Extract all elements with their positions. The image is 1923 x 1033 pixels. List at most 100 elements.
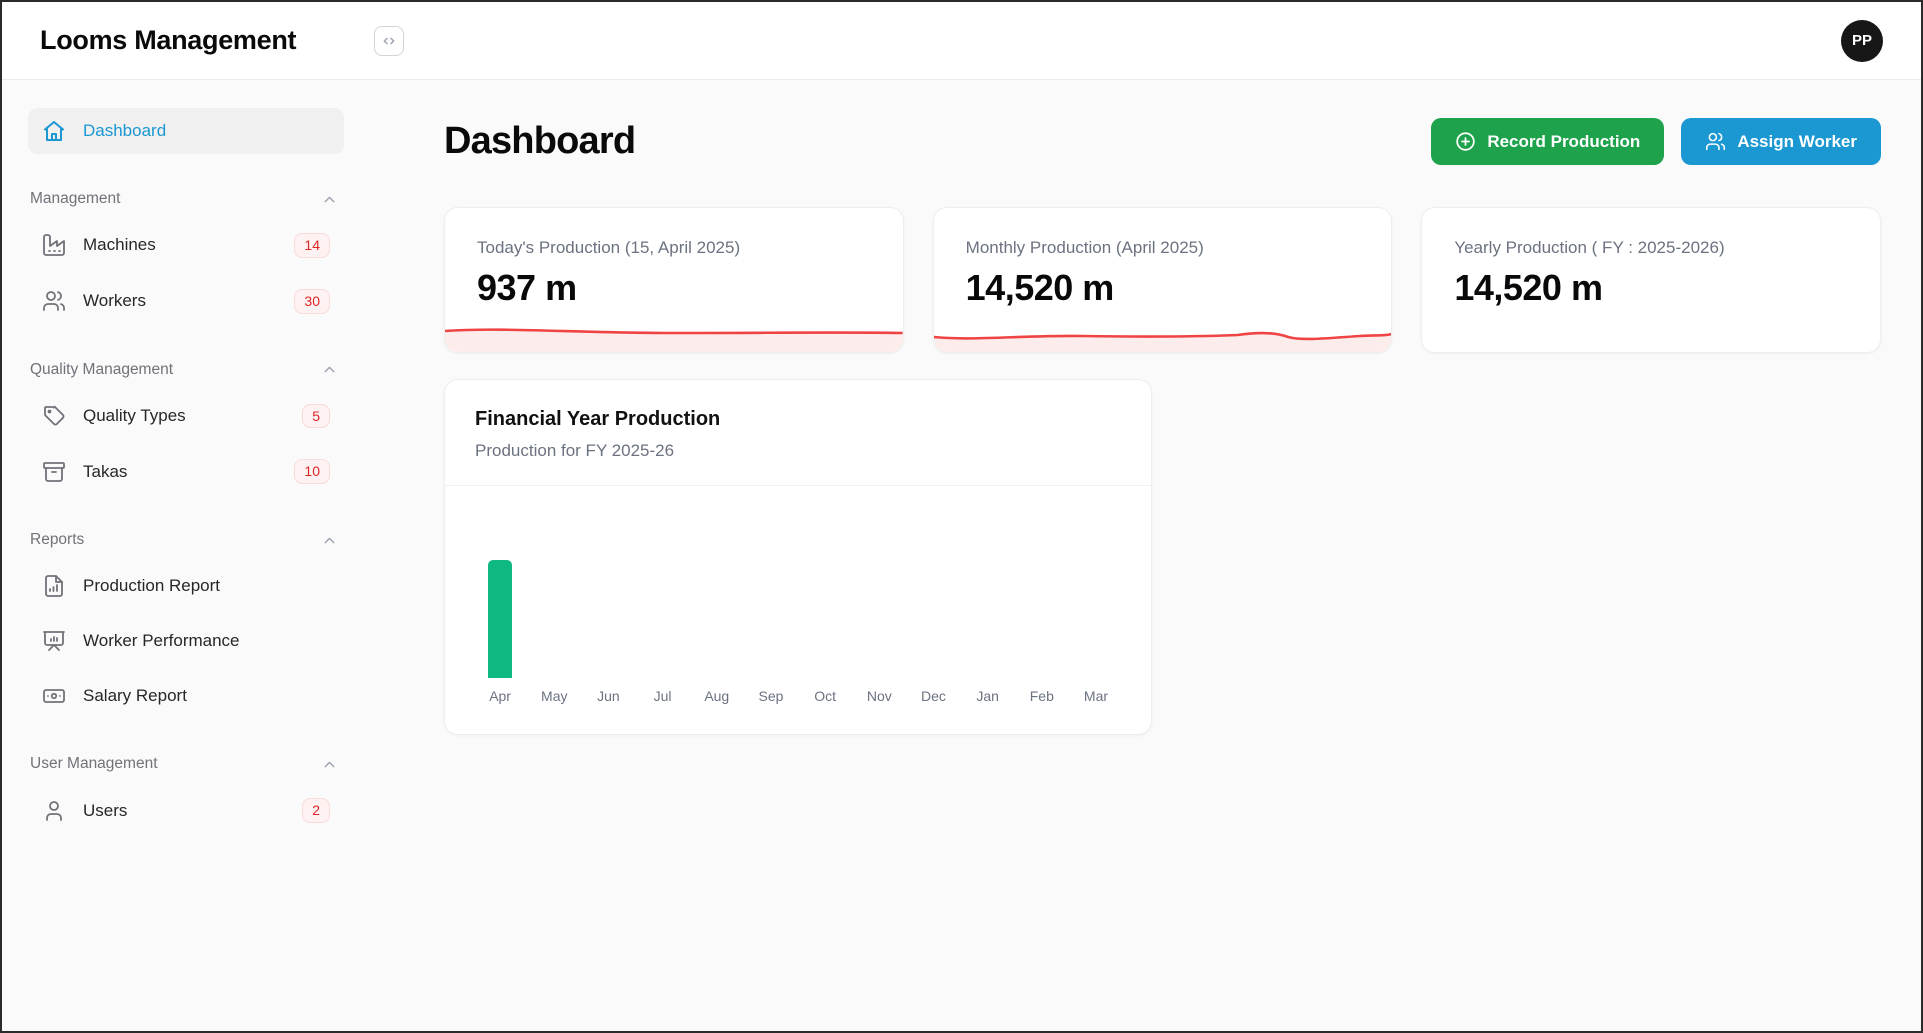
x-tick-label-may: May (541, 688, 568, 704)
sidebar-section-quality-management: Quality Management Quality Types 5 Takas 10 (28, 361, 344, 496)
file-chart-icon (42, 574, 66, 598)
count-badge: 2 (302, 798, 330, 823)
sidebar-item-label: Worker Performance (83, 631, 240, 651)
record-production-button[interactable]: Record Production (1431, 118, 1665, 165)
stat-card-label: Yearly Production ( FY : 2025-2026) (1454, 238, 1725, 257)
sidebar-item-label: Takas (83, 461, 128, 481)
sidebar-item-machines[interactable]: Machines 14 (28, 222, 344, 269)
bar-column-apr (473, 516, 527, 678)
bar-column-sep (744, 516, 798, 678)
count-badge: 5 (302, 403, 330, 429)
sidebar-item-dashboard[interactable]: Dashboard (28, 108, 344, 154)
plus-circle-icon (1455, 131, 1476, 152)
x-tick-label-apr: Apr (489, 688, 511, 704)
count-badge: 14 (294, 233, 330, 258)
sparkline-chart (933, 324, 1392, 352)
body-row: Dashboard Management Machines 14 Workers 30 Q… (2, 80, 1921, 1031)
main-content: Dashboard Record Production Assign Worker… (370, 80, 1921, 1031)
chart-subtitle: Production for FY 2025-26 (475, 441, 675, 460)
bar-apr[interactable] (488, 560, 513, 678)
factory-icon (42, 233, 66, 257)
page-title: Dashboard (444, 120, 636, 162)
stat-card-value: 937 m (477, 267, 577, 308)
bar-column-aug (690, 516, 744, 678)
x-tick-label-mar: Mar (1083, 688, 1109, 704)
bar-column-mar (1069, 516, 1123, 678)
chevron-up-icon (321, 361, 338, 378)
bar-column-feb (1015, 516, 1069, 678)
chart-card-header: Financial Year Production Production for… (445, 380, 1151, 486)
section-label: Management (30, 190, 121, 207)
top-header: Looms Management PP (2, 2, 1921, 80)
presentation-icon (42, 629, 66, 653)
page-head: Dashboard Record Production Assign Worker (444, 118, 1881, 165)
x-tick-label-dec: Dec (921, 688, 946, 704)
x-tick-label-jun: Jun (597, 688, 620, 704)
section-header-quality-management[interactable]: Quality Management (28, 361, 344, 379)
sidebar-item-worker-performance[interactable]: Worker Performance (28, 618, 344, 664)
page-actions: Record Production Assign Worker (1431, 118, 1881, 165)
sparkline-chart (445, 324, 903, 352)
x-tick-label-jan: Jan (976, 688, 999, 704)
bar-column-oct (798, 516, 852, 678)
button-label: Assign Worker (1737, 131, 1857, 151)
chevron-up-icon (321, 756, 338, 773)
bar-column-dec (906, 516, 960, 678)
bar-column-nov (852, 516, 906, 678)
sidebar-item-workers[interactable]: Workers 30 (28, 278, 344, 325)
archive-icon (42, 460, 66, 484)
home-icon (42, 119, 66, 143)
users-icon (42, 289, 66, 313)
sidebar-item-label: Quality Types (83, 405, 186, 425)
bar-chart-x-labels: Apr May Jun Jul Aug Sep Oct Nov Dec Jan Feb Mar (473, 688, 1123, 704)
banknote-icon (42, 684, 66, 708)
x-tick-label-jul: Jul (653, 688, 672, 704)
users-icon (1705, 131, 1726, 152)
stat-cards-row: Today's Production (15, April 2025) 937 m… (444, 207, 1881, 353)
sidebar-sections: Management Machines 14 Workers 30 Quality Man… (28, 190, 344, 834)
financial-year-production-card: Financial Year Production Production for… (444, 379, 1152, 735)
bar-column-jul (636, 516, 690, 678)
x-tick-label-aug: Aug (704, 688, 730, 704)
sidebar-item-label: Dashboard (83, 121, 167, 140)
chevron-up-icon (321, 532, 338, 549)
chart-title: Financial Year Production (475, 408, 721, 430)
button-label: Record Production (1487, 131, 1641, 151)
stat-card-monthly-production: Monthly Production (April 2025) 14,520 m (932, 207, 1393, 353)
x-tick-label-nov: Nov (866, 688, 892, 704)
section-header-user-management[interactable]: User Management (28, 755, 344, 773)
section-label: Quality Management (30, 360, 174, 378)
chart-body: Apr May Jun Jul Aug Sep Oct Nov Dec Jan Feb Mar (445, 486, 1151, 734)
sidebar-section-management: Management Machines 14 Workers 30 (28, 190, 344, 325)
code-toggle-button[interactable] (374, 25, 405, 56)
sidebar-item-salary-report[interactable]: Salary Report (28, 673, 344, 719)
bar-column-may (527, 516, 581, 678)
x-tick-label-feb: Feb (1029, 688, 1054, 704)
x-tick-label-oct: Oct (814, 688, 836, 704)
bar-column-jan (961, 516, 1015, 678)
sidebar-item-label: Salary Report (83, 686, 187, 706)
app-title: Looms Management (40, 25, 297, 55)
assign-worker-button[interactable]: Assign Worker (1681, 118, 1881, 165)
sidebar-item-label: Workers (83, 291, 146, 311)
sidebar-item-takas[interactable]: Takas 10 (28, 448, 344, 495)
stat-card-value: 14,520 m (965, 267, 1115, 308)
section-header-management[interactable]: Management (28, 190, 344, 208)
sidebar-item-production-report[interactable]: Production Report (28, 563, 344, 609)
stat-card-label: Monthly Production (April 2025) (965, 238, 1204, 257)
section-label: Reports (30, 531, 85, 549)
count-badge: 30 (294, 288, 330, 314)
sidebar-section-reports: Reports Production Report Worker Performan… (28, 531, 344, 719)
stat-card-value: 14,520 m (1454, 267, 1603, 308)
user-avatar[interactable]: PP (1841, 19, 1883, 62)
sidebar-section-user-management: User Management Users 2 (28, 755, 344, 834)
sidebar-item-quality-types[interactable]: Quality Types 5 (28, 393, 344, 440)
tag-icon (42, 404, 66, 428)
section-header-reports[interactable]: Reports (28, 531, 344, 549)
sidebar-item-users[interactable]: Users 2 (28, 787, 344, 834)
sidebar-item-label: Machines (83, 235, 156, 255)
x-tick-label-sep: Sep (758, 688, 784, 704)
stat-card-label: Today's Production (15, April 2025) (477, 238, 741, 257)
bar-chart-plot (473, 516, 1123, 678)
